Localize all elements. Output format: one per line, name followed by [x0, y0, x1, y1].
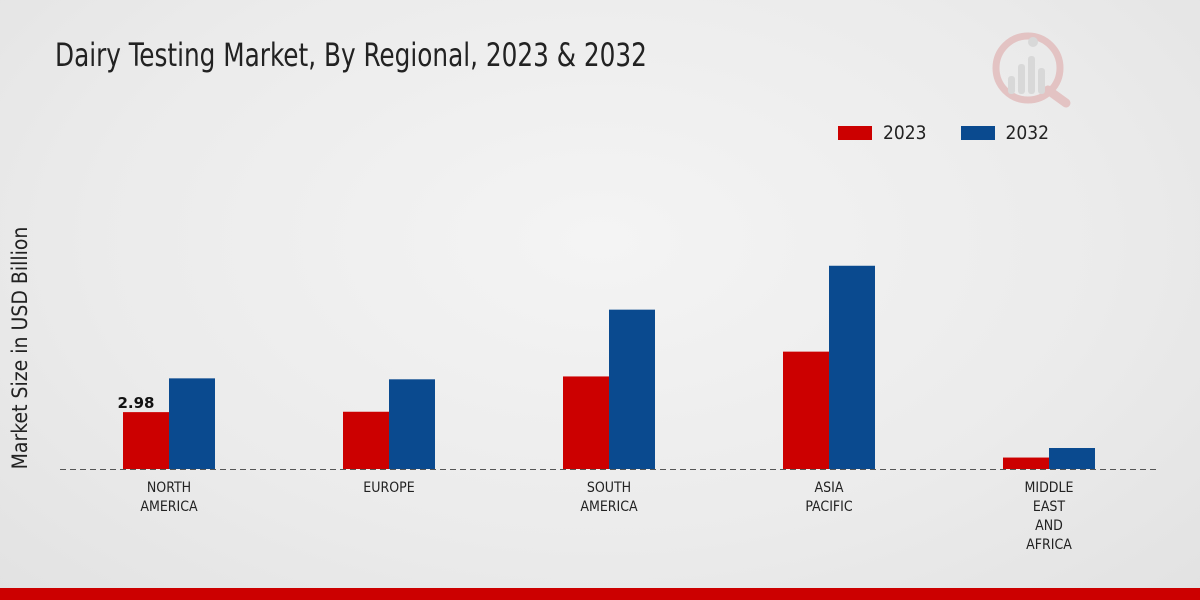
bar-2032-asia-pacific	[829, 265, 875, 469]
bar-2023-asia-pacific	[783, 351, 829, 469]
x-tick-label-line: AND	[1035, 518, 1063, 534]
x-tick-label-line: EUROPE	[363, 480, 414, 496]
legend: 2023 2032	[838, 122, 1083, 144]
x-tick-label-line: AMERICA	[140, 499, 198, 515]
legend-label-2023: 2023	[883, 122, 927, 144]
x-tick-label-line: NORTH	[147, 480, 191, 496]
legend-swatch-2023	[838, 126, 872, 140]
legend-item-2023[interactable]: 2023	[838, 122, 927, 144]
bottom-accent-bar	[0, 588, 1200, 600]
brand-logo-icon	[992, 32, 1071, 108]
bar-2032-middle-east-and-africa	[1049, 448, 1095, 469]
bar-2032-north-america	[169, 378, 215, 469]
x-tick-label-south-america: SOUTH AMERICA	[580, 480, 638, 515]
x-tick-label-line: EAST	[1033, 499, 1066, 515]
bar-2023-europe	[343, 411, 389, 469]
data-label: 2.98	[117, 394, 154, 412]
legend-label-2032: 2032	[1005, 122, 1050, 144]
bar-2023-middle-east-and-africa	[1003, 457, 1049, 469]
bar-2032-south-america	[609, 309, 655, 469]
x-tick-label-europe: EUROPE	[363, 480, 414, 496]
bar-2032-europe	[389, 379, 435, 469]
x-tick-label-line: PACIFIC	[805, 499, 853, 515]
legend-item-2032[interactable]: 2032	[960, 122, 1050, 144]
legend-swatch-2032	[960, 126, 995, 140]
bar-2023-south-america	[563, 376, 609, 469]
x-tick-label-line: MIDDLE	[1025, 480, 1074, 496]
x-tick-label-line: ASIA	[815, 480, 844, 496]
x-tick-label-line: SOUTH	[587, 480, 631, 496]
x-tick-label-middle-east-and-africa: MIDDLE EAST AND AFRICA	[1025, 480, 1074, 553]
x-tick-label-north-america: NORTH AMERICA	[140, 480, 198, 515]
bar-2023-north-america	[123, 412, 169, 469]
x-tick-label-line: AMERICA	[580, 499, 638, 515]
x-tick-label-line: AFRICA	[1026, 537, 1072, 553]
chart-title: Dairy Testing Market, By Regional, 2023 …	[55, 36, 647, 74]
x-tick-label-asia-pacific: ASIA PACIFIC	[805, 480, 853, 515]
